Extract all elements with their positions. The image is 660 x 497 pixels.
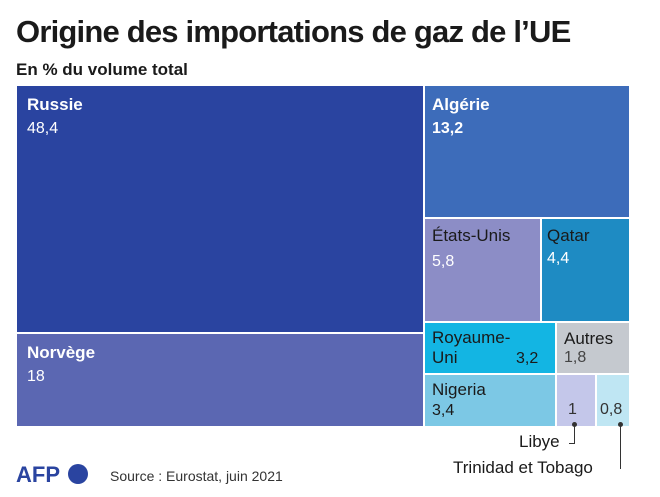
logo-circle: [68, 464, 88, 484]
tile-value: 0,8: [600, 401, 623, 418]
tile-label: États-Unis: [432, 226, 511, 245]
callout-label-libye: Libye: [519, 432, 560, 451]
tile-royaume-uni: Royaume- Uni 3,2: [424, 322, 556, 374]
tile-russie: Russie 48,4: [16, 85, 424, 333]
tile-value: 3,2: [516, 350, 539, 367]
tile-autres: Autres 1,8: [556, 322, 630, 374]
logo-text: AFP: [16, 462, 60, 487]
tile-label-line2: Uni: [432, 348, 458, 367]
tile-value: 18: [27, 368, 45, 385]
tile-trinidad-et-tobago: 0,8: [596, 374, 630, 427]
tile-label: Qatar: [547, 226, 590, 245]
tile-qatar: Qatar 4,4: [541, 218, 630, 322]
tile-nigeria: Nigeria 3,4: [424, 374, 556, 427]
tile-value: 5,8: [432, 253, 455, 270]
tile-label: Norvège: [27, 343, 96, 362]
callout-line-libye: [574, 425, 575, 443]
tile-value: 1: [568, 401, 577, 418]
tile-label: Algérie: [432, 95, 490, 114]
tile-label: Russie: [27, 95, 83, 114]
tile-label: Royaume-: [432, 328, 511, 347]
tile-label: Autres: [564, 329, 614, 348]
chart-subtitle: En % du volume total: [16, 60, 188, 79]
callout-label-trinidad: Trinidad et Tobago: [453, 458, 593, 477]
tile-libye: 1: [556, 374, 596, 427]
chart-title: Origine des importations de gaz de l’UE: [16, 14, 571, 49]
callout-line-trinidad: [620, 425, 621, 469]
tile-value: 4,4: [547, 250, 570, 267]
tile-value: 3,4: [432, 402, 455, 419]
tile-algerie: Algérie 13,2: [424, 85, 630, 218]
tile-norvege: Norvège 18: [16, 333, 424, 427]
callout-dot-trinidad: [618, 422, 623, 427]
tile-label: Nigeria: [432, 380, 486, 399]
tile-value: 48,4: [27, 120, 59, 137]
source-note: Source : Eurostat, juin 2021: [110, 468, 283, 484]
callout-dot-libye: [572, 422, 577, 427]
tile-value: 1,8: [564, 349, 587, 366]
afp-logo: AFP: [16, 462, 88, 487]
tile-value: 13,2: [432, 120, 464, 137]
tile-etats-unis: États-Unis 5,8: [424, 218, 541, 322]
callout-line-libye-h: [569, 443, 575, 444]
